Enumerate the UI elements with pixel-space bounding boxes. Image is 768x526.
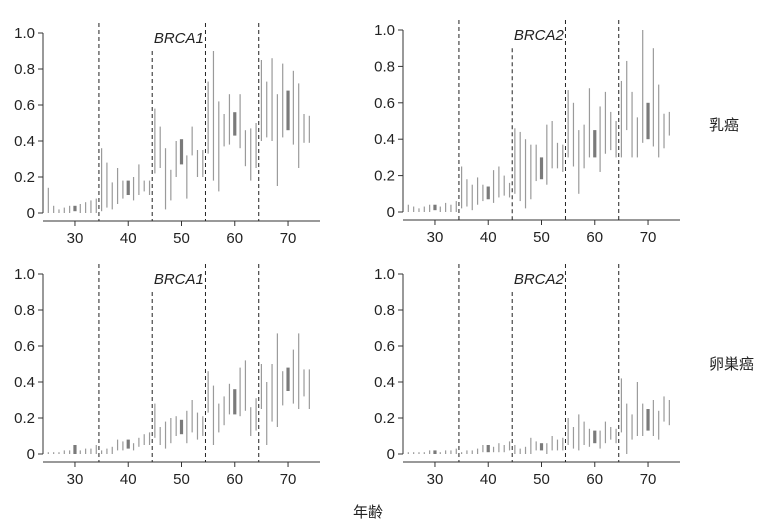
y-tick-label: 0.8 — [374, 58, 395, 75]
y-tick-label: 0.8 — [14, 302, 35, 319]
y-tick-label: 0.4 — [374, 374, 395, 391]
y-tick-label: 0 — [387, 446, 395, 463]
y-tick-label: 0 — [387, 204, 395, 221]
chart-panel-1: 0 0.2 0.4 0.6 0.8 1.0 30 40 50 60 70 BRCA1 — [14, 23, 320, 247]
x-tick-label: 50 — [533, 471, 550, 488]
y-tick-label: 1.0 — [14, 25, 35, 42]
y-tick-label: 0 — [27, 205, 35, 222]
x-tick-label: 70 — [640, 471, 657, 488]
y-tick-label: 0.2 — [14, 169, 35, 186]
chart-panel-2: 0 0.2 0.4 0.6 0.8 1.0 30 40 50 60 70 BRCA2 — [374, 20, 680, 246]
y-tick-label: 0.2 — [374, 168, 395, 185]
panel-title: BRCA1 — [154, 30, 204, 47]
x-tick-label: 30 — [67, 230, 84, 247]
y-tick-label: 0.4 — [374, 131, 395, 148]
x-tick-label: 70 — [280, 230, 297, 247]
y-tick-label: 0.6 — [14, 97, 35, 114]
x-tick-label: 50 — [173, 230, 190, 247]
x-tick-label: 30 — [427, 471, 444, 488]
x-tick-label: 40 — [480, 471, 497, 488]
y-tick-label: 0.6 — [374, 338, 395, 355]
y-tick-label: 0.8 — [14, 61, 35, 78]
panel-title: BRCA2 — [514, 27, 565, 44]
x-tick-label: 50 — [173, 471, 190, 488]
y-tick-label: 1.0 — [374, 266, 395, 283]
y-tick-label: 0.8 — [374, 302, 395, 319]
x-tick-label: 40 — [120, 230, 137, 247]
x-tick-label: 60 — [586, 471, 603, 488]
x-tick-label: 40 — [120, 471, 137, 488]
chart-panel-4: 0 0.2 0.4 0.6 0.8 1.0 30 40 50 60 70 BRCA2 — [374, 264, 680, 488]
y-tick-label: 0 — [27, 446, 35, 463]
x-tick-label: 60 — [586, 229, 603, 246]
y-tick-label: 1.0 — [14, 266, 35, 283]
x-tick-label: 30 — [67, 471, 84, 488]
x-tick-label: 70 — [280, 471, 297, 488]
y-tick-label: 0.6 — [374, 95, 395, 112]
x-tick-label: 50 — [533, 229, 550, 246]
x-tick-label: 60 — [226, 230, 243, 247]
y-tick-label: 0.6 — [14, 338, 35, 355]
row-label-ovarian: 卵巣癌 — [709, 355, 754, 373]
y-tick-label: 1.0 — [374, 22, 395, 39]
y-tick-label: 0.2 — [374, 410, 395, 427]
panel-title: BRCA2 — [514, 271, 565, 288]
x-tick-label: 40 — [480, 229, 497, 246]
chart-panel-3: 0 0.2 0.4 0.6 0.8 1.0 30 40 50 60 70 BRCA1 — [14, 264, 320, 488]
y-tick-label: 0.4 — [14, 133, 35, 150]
x-axis-label: 年齢 — [353, 503, 383, 521]
x-tick-label: 60 — [226, 471, 243, 488]
x-tick-label: 30 — [427, 229, 444, 246]
panel-title: BRCA1 — [154, 271, 204, 288]
x-tick-label: 70 — [640, 229, 657, 246]
y-tick-label: 0.2 — [14, 410, 35, 427]
row-label-breast: 乳癌 — [709, 116, 739, 134]
y-tick-label: 0.4 — [14, 374, 35, 391]
